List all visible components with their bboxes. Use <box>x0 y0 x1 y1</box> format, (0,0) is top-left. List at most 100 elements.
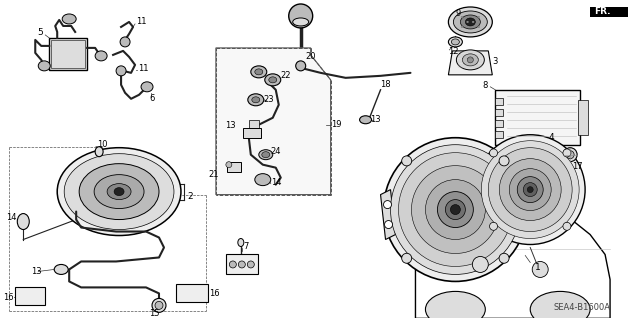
Ellipse shape <box>426 180 485 240</box>
Ellipse shape <box>563 149 571 157</box>
Text: 6: 6 <box>149 94 154 103</box>
Ellipse shape <box>255 174 271 186</box>
Ellipse shape <box>402 156 412 166</box>
Ellipse shape <box>461 16 463 18</box>
Ellipse shape <box>477 26 480 28</box>
Text: 23: 23 <box>264 95 275 104</box>
Ellipse shape <box>467 26 468 28</box>
Bar <box>495 120 503 127</box>
Text: 7: 7 <box>243 242 248 251</box>
Ellipse shape <box>563 148 577 162</box>
Text: 13: 13 <box>225 121 236 130</box>
Ellipse shape <box>476 135 585 244</box>
Polygon shape <box>415 204 610 318</box>
Ellipse shape <box>527 187 533 193</box>
Ellipse shape <box>390 145 520 274</box>
Text: 21: 21 <box>209 170 219 179</box>
Ellipse shape <box>472 26 474 28</box>
Text: 8: 8 <box>482 81 487 90</box>
Ellipse shape <box>17 213 29 230</box>
Ellipse shape <box>94 174 144 209</box>
Text: 1: 1 <box>535 263 541 272</box>
Ellipse shape <box>472 256 488 272</box>
Ellipse shape <box>107 184 131 200</box>
Ellipse shape <box>490 149 497 157</box>
Bar <box>226 255 258 274</box>
Ellipse shape <box>451 39 460 45</box>
Ellipse shape <box>155 301 163 309</box>
Text: 13: 13 <box>371 115 381 124</box>
Ellipse shape <box>255 69 263 75</box>
Ellipse shape <box>402 253 412 263</box>
Text: 24: 24 <box>271 147 281 156</box>
Ellipse shape <box>79 164 159 219</box>
Ellipse shape <box>461 21 463 23</box>
Ellipse shape <box>141 82 153 92</box>
Text: 15: 15 <box>149 309 159 318</box>
Ellipse shape <box>296 61 306 71</box>
Ellipse shape <box>360 116 372 124</box>
Text: 11: 11 <box>138 64 148 73</box>
Ellipse shape <box>524 182 537 197</box>
Ellipse shape <box>461 26 463 28</box>
Ellipse shape <box>383 138 527 281</box>
Bar <box>15 287 45 305</box>
Polygon shape <box>590 7 628 17</box>
Bar <box>578 100 588 135</box>
Ellipse shape <box>530 291 590 319</box>
Ellipse shape <box>114 188 124 196</box>
Ellipse shape <box>481 141 579 239</box>
Ellipse shape <box>490 222 497 230</box>
Ellipse shape <box>57 148 181 235</box>
Ellipse shape <box>477 16 480 18</box>
Text: 10: 10 <box>97 140 108 149</box>
Ellipse shape <box>566 151 574 159</box>
Ellipse shape <box>248 94 264 106</box>
Ellipse shape <box>460 15 481 29</box>
Ellipse shape <box>472 21 474 23</box>
Text: 5: 5 <box>38 28 44 37</box>
Text: 18: 18 <box>381 80 391 89</box>
Ellipse shape <box>259 150 273 160</box>
Polygon shape <box>216 48 331 195</box>
Text: 14: 14 <box>6 213 16 222</box>
Ellipse shape <box>465 18 476 26</box>
Ellipse shape <box>120 37 130 47</box>
Ellipse shape <box>456 50 484 70</box>
Text: 16: 16 <box>3 293 13 302</box>
Text: 19: 19 <box>331 120 341 129</box>
Ellipse shape <box>38 61 50 71</box>
Bar <box>49 38 87 70</box>
Ellipse shape <box>445 200 465 219</box>
Text: 2: 2 <box>187 192 193 201</box>
Ellipse shape <box>499 156 509 166</box>
Ellipse shape <box>116 66 126 76</box>
Ellipse shape <box>449 7 492 37</box>
Ellipse shape <box>238 261 245 268</box>
Ellipse shape <box>247 261 254 268</box>
Ellipse shape <box>488 148 572 232</box>
Bar <box>243 128 260 138</box>
Text: 22: 22 <box>281 71 291 80</box>
Ellipse shape <box>499 159 561 220</box>
Polygon shape <box>449 51 492 75</box>
Ellipse shape <box>563 222 571 230</box>
Ellipse shape <box>292 18 308 26</box>
Ellipse shape <box>383 201 392 209</box>
Ellipse shape <box>226 162 232 168</box>
Ellipse shape <box>62 14 76 24</box>
Ellipse shape <box>262 152 270 158</box>
Text: FR.: FR. <box>594 7 611 17</box>
Bar <box>227 162 241 172</box>
Ellipse shape <box>426 291 485 319</box>
Bar <box>495 131 503 138</box>
Ellipse shape <box>238 239 244 247</box>
Ellipse shape <box>64 154 174 230</box>
Ellipse shape <box>252 97 260 103</box>
Text: 9: 9 <box>455 10 460 19</box>
Ellipse shape <box>509 169 551 211</box>
Ellipse shape <box>517 177 543 203</box>
Text: 13: 13 <box>31 267 42 276</box>
Ellipse shape <box>54 264 68 274</box>
Ellipse shape <box>437 192 474 227</box>
